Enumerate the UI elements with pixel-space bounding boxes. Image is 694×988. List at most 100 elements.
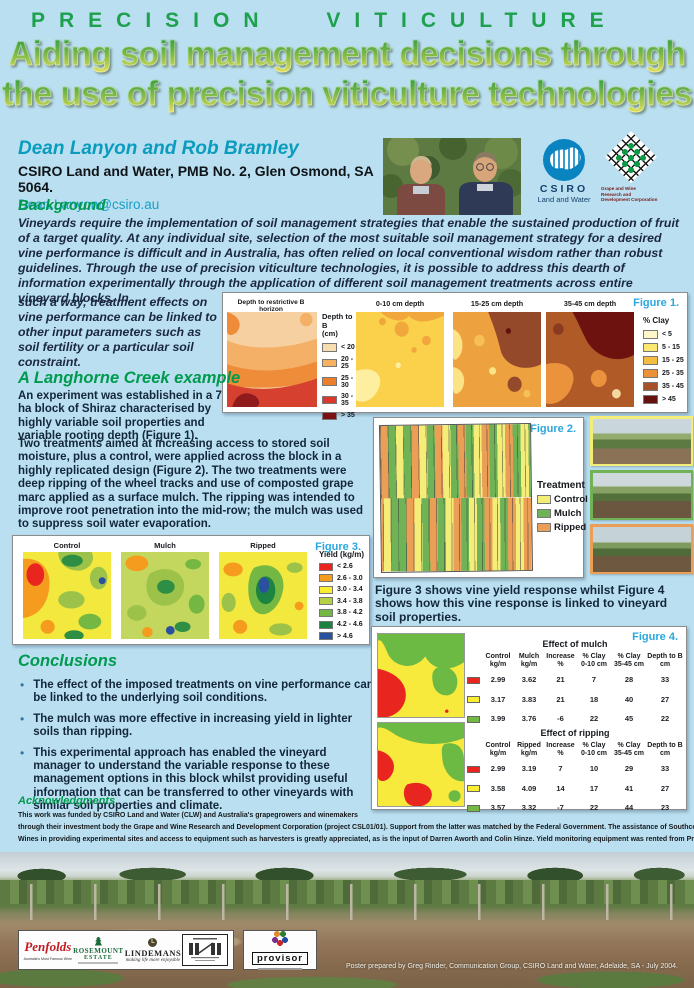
acknowledgments-text: This work was funded by CSIRO Land and W…	[18, 812, 694, 843]
mulch-vineyard-photo	[590, 470, 693, 520]
acknowledgments-heading: Acknowledgments	[18, 795, 116, 807]
conclusion-bullet: • This experimental approach has enabled …	[20, 745, 354, 813]
gwrdc-logo-text: Grape and Wine Research and Development …	[601, 186, 658, 203]
cell: 41	[624, 783, 634, 793]
legend-swatch	[322, 395, 337, 405]
conclusions-heading: Conclusions	[18, 652, 118, 670]
cell: 23	[660, 803, 670, 812]
col-header: Increase%	[546, 742, 575, 757]
cell: 3.83	[521, 694, 537, 704]
figure-3: Figure 3. Control Mulch Ripped	[12, 535, 370, 645]
yield-map-control	[23, 552, 111, 639]
legend-swatch	[537, 523, 551, 532]
legend-swatch	[643, 395, 658, 404]
cell: 27	[660, 783, 670, 793]
provisor-flower-icon	[271, 930, 288, 947]
conclusions-section: Conclusions • The effect of the imposed t…	[18, 652, 375, 821]
cell: 3.32	[521, 803, 537, 812]
legend-swatch	[319, 585, 333, 594]
cell: 17	[589, 783, 599, 793]
author-email-link[interactable]: Dean.Lanyon@csiro.au	[18, 197, 160, 212]
fig1-map2-title: 0-10 cm depth	[375, 299, 425, 308]
provisor-tagline-bar	[257, 968, 302, 970]
fig1-map1-title: Depth to restrictive B horizon	[237, 299, 305, 313]
yield-map-mulch	[121, 552, 209, 639]
author-affiliation: CSIRO Land and Water, PMB No. 2, Glen Os…	[18, 163, 374, 195]
row-swatch	[467, 671, 482, 689]
legend-swatch	[319, 632, 333, 641]
cell: 22	[660, 714, 670, 723]
legend-swatch	[319, 608, 333, 617]
cell: 7	[558, 764, 563, 773]
conclusion-bullet: • The effect of the imposed treatments on…	[20, 678, 374, 705]
fig3-map2-title: Mulch	[154, 541, 176, 550]
figure-4: Figure 4. Effect of mulch Control kg/m Mu…	[371, 626, 687, 812]
cell: 3.17	[490, 694, 506, 704]
mulch-response-map	[377, 633, 465, 718]
csiro-logo: CSIRO Land and Water	[533, 139, 595, 204]
conclusion-bullet: • The mulch was more effective in increas…	[20, 711, 353, 739]
cell: 33	[660, 675, 670, 684]
treeline-graphic	[0, 864, 694, 884]
author-block: Dean Lanyon and Rob Bramley CSIRO Land a…	[18, 138, 378, 212]
treatment-legend: Treatment Control Mulch Ripped	[537, 480, 588, 533]
legend-swatch	[643, 330, 658, 339]
legend-swatch	[322, 411, 337, 420]
rosemount-crest-icon	[94, 936, 102, 946]
row-swatch	[467, 690, 482, 708]
col-header: Control kg/m	[485, 653, 511, 668]
col-header: % Clay 0-10 cm	[580, 653, 608, 668]
legend-swatch	[322, 377, 337, 386]
figure-3-label: Figure 3.	[315, 541, 361, 553]
table-title: Effect of ripping	[540, 728, 610, 738]
col-header: % Clay 35-45 cm	[614, 742, 644, 757]
cell: 27	[660, 694, 670, 704]
cell: 22	[589, 803, 599, 812]
author-names: Dean Lanyon and Rob Bramley	[18, 138, 299, 159]
rosemount-tagline-bar	[78, 961, 119, 964]
fig3-map1-title: Control	[53, 541, 81, 550]
cell: 44	[624, 803, 634, 812]
cell: 45	[624, 714, 634, 723]
fig1-map4-title: 35-45 cm depth	[563, 299, 617, 308]
provisor-logo-box: provisor	[243, 930, 317, 970]
legend-swatch	[537, 509, 551, 518]
cell: 10	[589, 764, 599, 773]
legend-swatch	[322, 343, 337, 352]
figure-4-label: Figure 4.	[632, 631, 678, 643]
cell: 3.76	[521, 714, 537, 723]
legend-swatch	[319, 574, 333, 583]
authors-photo-image	[379, 132, 525, 215]
ripped-vineyard-photo	[590, 524, 693, 574]
lindemans-logo: L LINDEMANS making life more enjoyable	[124, 937, 182, 963]
cell: 18	[589, 694, 599, 704]
depth-to-b-map	[227, 312, 317, 407]
legend-swatch	[319, 597, 333, 606]
cell: 40	[624, 694, 634, 704]
clay-0-10-map	[356, 312, 444, 407]
csiro-logo-icon	[543, 139, 585, 181]
yield-legend: Yield (kg/m) < 2.6 2.6 - 3.0 3.0 - 3.4 3…	[319, 550, 369, 641]
clay-15-25-map	[453, 312, 541, 407]
cell: 2.99	[490, 675, 506, 684]
winery-logo	[182, 934, 229, 966]
row-swatch	[467, 760, 482, 778]
poster-title-line-2: the use of precision viticulture technol…	[0, 74, 694, 114]
langhorne-para-1: An experiment was established in a 7 ha …	[18, 390, 222, 443]
bullet-icon: •	[20, 711, 25, 726]
background-heading: Background	[18, 197, 106, 214]
col-header: Mulch kg/m	[518, 653, 540, 668]
langhorne-heading: A Langhorne Creek example	[18, 369, 241, 387]
col-header: % Clay 35-45 cm	[614, 653, 644, 668]
figure-1: Figure 1. Depth to restrictive B horizon…	[222, 292, 688, 420]
row-swatch	[467, 710, 482, 728]
cell: 3.57	[490, 803, 506, 812]
clay-legend: % Clay < 5 5 - 15 15 - 25 25 - 35 35 - 4…	[643, 316, 684, 404]
legend-swatch	[643, 369, 658, 378]
lindemans-crest-icon: L	[148, 937, 158, 947]
legend-swatch	[319, 562, 333, 571]
legend-swatch	[643, 356, 658, 365]
bullet-icon: •	[20, 745, 25, 760]
